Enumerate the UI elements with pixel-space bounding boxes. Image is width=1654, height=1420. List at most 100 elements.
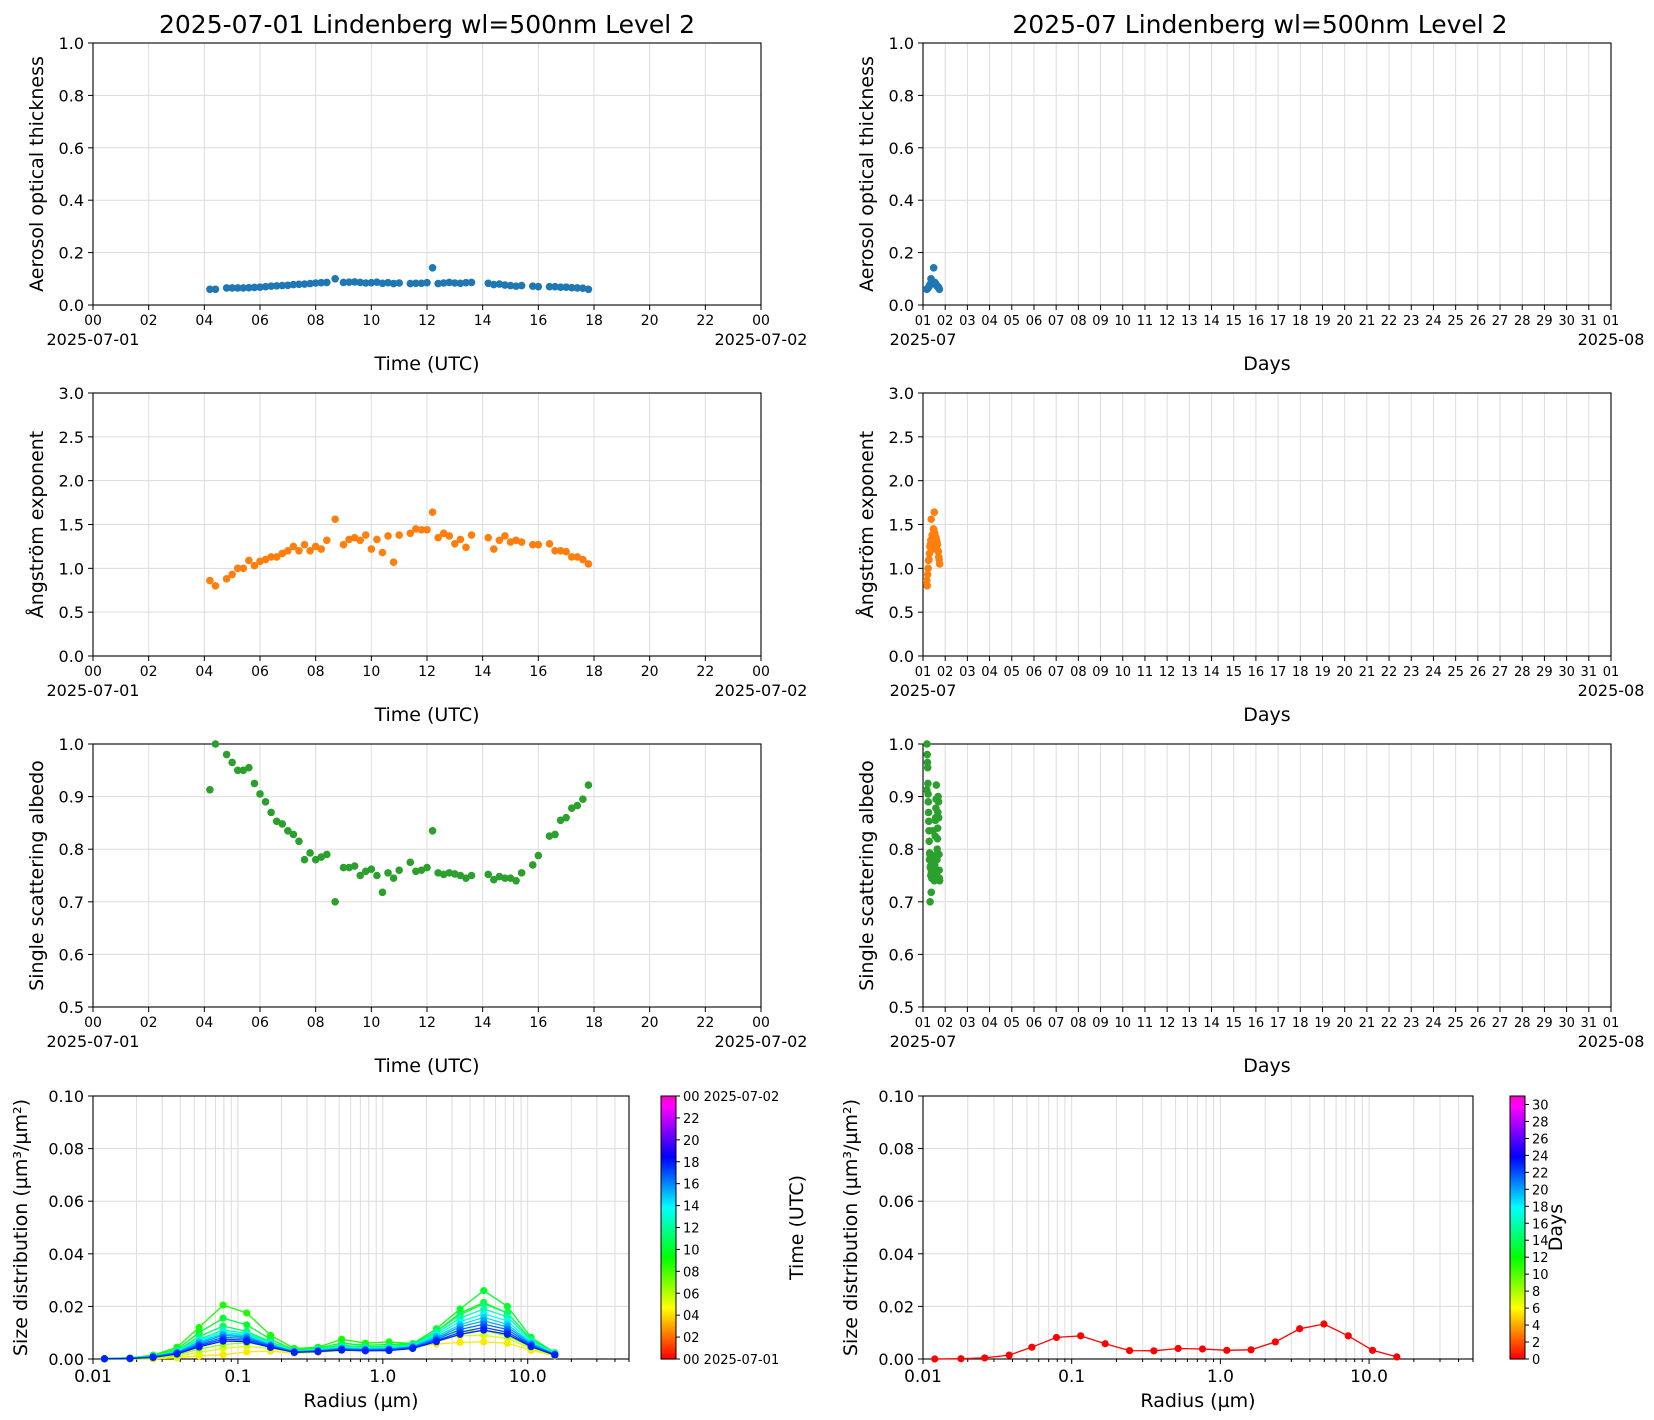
x-tick-label: 22 bbox=[696, 313, 714, 329]
data-point bbox=[934, 813, 943, 822]
colorbar-segment bbox=[661, 1218, 676, 1222]
x-tick-label: 16 bbox=[1248, 314, 1265, 329]
x-tick-label: 11 bbox=[1137, 665, 1154, 680]
colorbar-segment bbox=[1510, 1192, 1525, 1196]
data-point bbox=[284, 826, 292, 835]
data-point bbox=[367, 545, 376, 553]
distribution-point bbox=[1393, 1353, 1401, 1361]
x-tick-label: 20 bbox=[641, 1015, 659, 1031]
data-point bbox=[467, 278, 476, 287]
x-tick-label: 21 bbox=[1359, 314, 1376, 329]
data-point bbox=[423, 278, 431, 287]
colorbar-segment bbox=[1510, 1277, 1525, 1281]
colorbar-segment bbox=[661, 1323, 676, 1327]
x-tick-label: 30 bbox=[1558, 314, 1575, 329]
x-tick-label: 18 bbox=[585, 664, 603, 680]
colorbar-label: Time (UTC) bbox=[786, 1175, 808, 1281]
colorbar-segment bbox=[1510, 1312, 1525, 1316]
colorbar-segment bbox=[1510, 1295, 1525, 1299]
data-point bbox=[331, 275, 339, 283]
x-date-start: 2025-07 bbox=[890, 681, 957, 700]
colorbar-segment bbox=[661, 1236, 676, 1240]
x-tick-label: 21 bbox=[1359, 1016, 1376, 1031]
data-point bbox=[556, 547, 565, 555]
data-point bbox=[451, 279, 459, 287]
x-tick-label: 17 bbox=[1270, 665, 1287, 680]
x-tick-label: 18 bbox=[1292, 1016, 1309, 1031]
colorbar-segment bbox=[661, 1251, 676, 1255]
x-tick-label: 06 bbox=[251, 313, 269, 329]
data-point bbox=[300, 540, 309, 549]
colorbar-segment bbox=[1510, 1109, 1525, 1112]
x-date-end: 2025-08 bbox=[1578, 681, 1645, 700]
colorbar-segment bbox=[1510, 1133, 1525, 1137]
colorbar-segment bbox=[1510, 1196, 1525, 1200]
colorbar-segment bbox=[661, 1207, 676, 1211]
x-tick-label: 23 bbox=[1403, 665, 1420, 680]
colorbar-segment bbox=[661, 1096, 676, 1099]
y-tick-label: 0.04 bbox=[878, 1245, 914, 1264]
x-tick-label: 12 bbox=[1159, 1016, 1176, 1031]
data-point bbox=[406, 279, 415, 288]
x-tick-label: 12 bbox=[418, 313, 436, 329]
x-tick-label: 03 bbox=[959, 665, 976, 680]
x-tick-label: 14 bbox=[474, 313, 492, 329]
x-tick-label: 22 bbox=[696, 1015, 714, 1031]
data-point bbox=[456, 535, 465, 544]
y-tick-label: 1.0 bbox=[889, 735, 914, 754]
x-tick-label: 28 bbox=[1514, 314, 1531, 329]
data-point bbox=[924, 564, 932, 573]
x-tick-label: 02 bbox=[937, 314, 954, 329]
angstrom-monthly-panel: 01 02 03 04 05 06 07 08 09 10 11 12 13 14 15 16 17 18 19 20… bbox=[855, 384, 1644, 726]
data-point bbox=[233, 564, 242, 573]
data-point bbox=[934, 798, 943, 806]
data-point bbox=[935, 876, 944, 885]
x-tick-label: 26 bbox=[1470, 1016, 1487, 1031]
data-point bbox=[573, 801, 582, 810]
data-point bbox=[317, 278, 326, 287]
colorbar-segment bbox=[1510, 1304, 1525, 1307]
data-point bbox=[206, 576, 214, 585]
distribution-point bbox=[1344, 1332, 1352, 1340]
colorbar-tick-label: 18 bbox=[1532, 1200, 1549, 1215]
colorbar-segment bbox=[1510, 1247, 1525, 1251]
colorbar-segment bbox=[1510, 1337, 1525, 1340]
colorbar-segment bbox=[1510, 1225, 1525, 1229]
x-tick-label: 09 bbox=[1092, 1016, 1109, 1031]
colorbar-segment bbox=[661, 1343, 676, 1347]
x-tick-label: 10.0 bbox=[1350, 1367, 1388, 1387]
colorbar-segment bbox=[1510, 1139, 1525, 1143]
distribution-point bbox=[1005, 1351, 1013, 1359]
data-point bbox=[367, 865, 376, 873]
colorbar-segment bbox=[1510, 1297, 1525, 1301]
x-tick-label: 08 bbox=[307, 1015, 325, 1031]
x-tick-label: 20 bbox=[1336, 1016, 1353, 1031]
data-point bbox=[930, 508, 939, 517]
data-point bbox=[495, 536, 504, 545]
x-tick-label: 14 bbox=[1203, 314, 1220, 329]
colorbar-tick-label: 28 bbox=[1532, 1115, 1549, 1130]
colorbar-segment bbox=[1510, 1122, 1525, 1126]
x-tick-label: 14 bbox=[1203, 665, 1220, 680]
x-tick-label: 16 bbox=[529, 313, 547, 329]
colorbar-segment bbox=[661, 1157, 676, 1161]
plot-frame bbox=[922, 1095, 1474, 1360]
colorbar-segment bbox=[661, 1253, 676, 1257]
distribution-point bbox=[931, 1355, 939, 1363]
colorbar-segment bbox=[1510, 1306, 1525, 1310]
data-point bbox=[434, 279, 442, 288]
data-point bbox=[306, 547, 314, 555]
data-point bbox=[331, 898, 339, 906]
x-tick-label: 06 bbox=[1026, 314, 1043, 329]
colorbar-segment bbox=[1510, 1135, 1525, 1139]
colorbar-segment bbox=[661, 1098, 676, 1101]
data-point bbox=[295, 547, 303, 555]
x-tick-label: 05 bbox=[1004, 314, 1021, 329]
data-point bbox=[228, 570, 236, 579]
data-point bbox=[935, 560, 944, 568]
x-tick-label: 19 bbox=[1314, 665, 1331, 680]
colorbar-segment bbox=[1510, 1177, 1525, 1180]
x-axis-label: Time (UTC) bbox=[373, 353, 479, 375]
colorbar-segment bbox=[661, 1262, 676, 1266]
